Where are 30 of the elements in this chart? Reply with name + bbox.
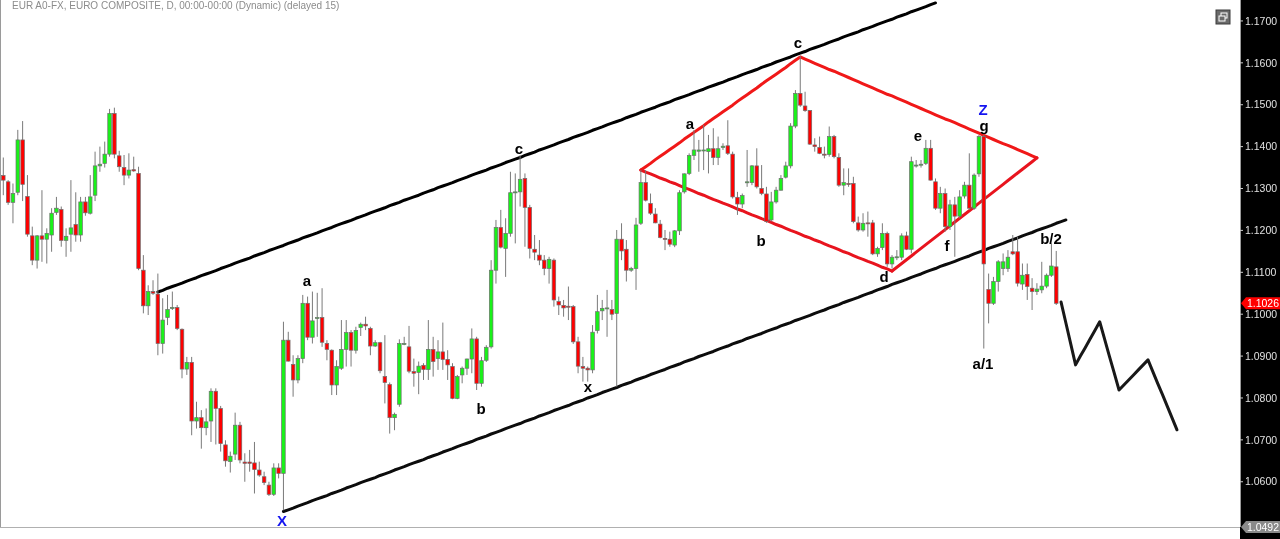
annotation: c [514,139,524,157]
y-tick-label: 1.1000 [1245,307,1278,320]
chart-title: EUR A0-FX, EURO COMPOSITE, D, 00:00-00:00 (Dynamic) (delayed 15) [12,0,340,11]
y-tick-label: 1.1700 [1245,14,1278,27]
annotation: a [302,271,312,289]
annotation: f [944,236,951,254]
y-tick-label: 1.1500 [1245,98,1278,111]
annotation: b [476,399,486,417]
y-tick-label: 1.1600 [1245,56,1278,69]
annotation: X [276,511,288,529]
annotation: Z [978,100,988,118]
annotation: b [756,231,766,249]
annotation: d [879,267,889,285]
y-tick-label: 1.1400 [1245,140,1278,153]
y-tick-label: 1.0700 [1245,433,1278,446]
y-tick-label: 1.1026 [1246,296,1280,309]
y-tick-label: 1.1300 [1245,182,1278,195]
annotation: a [685,114,695,132]
annotation: a/1 [972,354,994,372]
y-tick-label: 1.0492 [1246,520,1280,533]
y-tick-label: 1.0600 [1245,475,1278,488]
annotation: c [793,33,803,51]
y-tick-label: 1.1100 [1245,265,1277,278]
annotation: x [583,377,593,395]
y-tick-label: 1.1200 [1245,224,1278,237]
y-tick-label: 1.0800 [1245,391,1278,404]
annotation: b/2 [1040,229,1062,247]
annotation: g [979,116,989,134]
annotation: e [913,126,923,144]
y-tick-label: 1.0900 [1245,349,1278,362]
